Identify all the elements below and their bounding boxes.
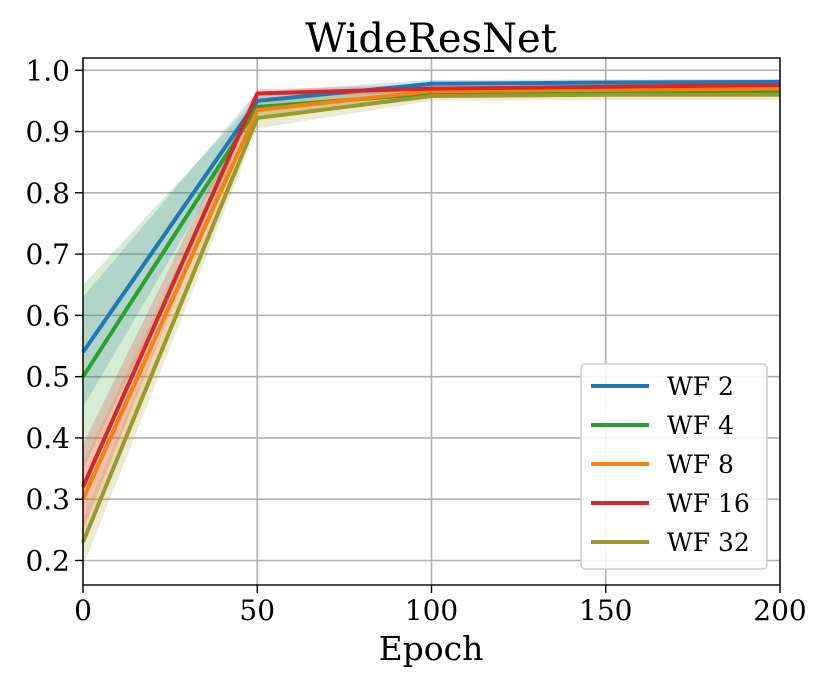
y-tick-label: 0.4 bbox=[25, 422, 70, 455]
series-line-wf-2 bbox=[81, 79, 781, 354]
x-tick-label: 100 bbox=[405, 594, 458, 627]
series-lines bbox=[81, 79, 781, 543]
legend-label: WF 32 bbox=[667, 528, 750, 557]
series-line-wf-8 bbox=[81, 86, 781, 501]
legend-label: WF 16 bbox=[667, 489, 750, 518]
y-tick-label: 0.3 bbox=[25, 483, 70, 516]
axis-ticks: 0 50 100 150 200 0.2 0.3 0.4 0.5 0.6 0.7 0.8 0.9 1.0 bbox=[25, 54, 806, 627]
series-line-wf-32 bbox=[81, 92, 780, 543]
x-tick-label: 200 bbox=[753, 594, 806, 627]
legend-label: WF 8 bbox=[667, 450, 734, 479]
legend-label: WF 4 bbox=[667, 411, 734, 440]
x-axis-label: Epoch bbox=[379, 629, 484, 668]
y-tick-label: 0.5 bbox=[25, 361, 70, 394]
series-line-wf-16 bbox=[81, 82, 781, 488]
y-tick-label: 0.6 bbox=[25, 299, 70, 332]
y-tick-label: 1.0 bbox=[25, 54, 70, 87]
legend-label: WF 2 bbox=[667, 372, 734, 401]
y-tick-label: 0.7 bbox=[25, 238, 70, 271]
y-tick-label: 0.2 bbox=[25, 544, 70, 577]
legend-box bbox=[580, 363, 768, 570]
x-tick-label: 0 bbox=[74, 594, 92, 627]
chart-title: WideResNet bbox=[305, 16, 557, 62]
legend: WF 2 WF 4 WF 8 WF 16 WF 32 bbox=[580, 363, 768, 570]
series-line-wf-4 bbox=[81, 89, 781, 378]
y-tick-label: 0.9 bbox=[25, 116, 70, 149]
x-tick-label: 150 bbox=[579, 594, 632, 627]
x-tick-label: 50 bbox=[239, 594, 275, 627]
y-tick-label: 0.8 bbox=[25, 177, 70, 210]
